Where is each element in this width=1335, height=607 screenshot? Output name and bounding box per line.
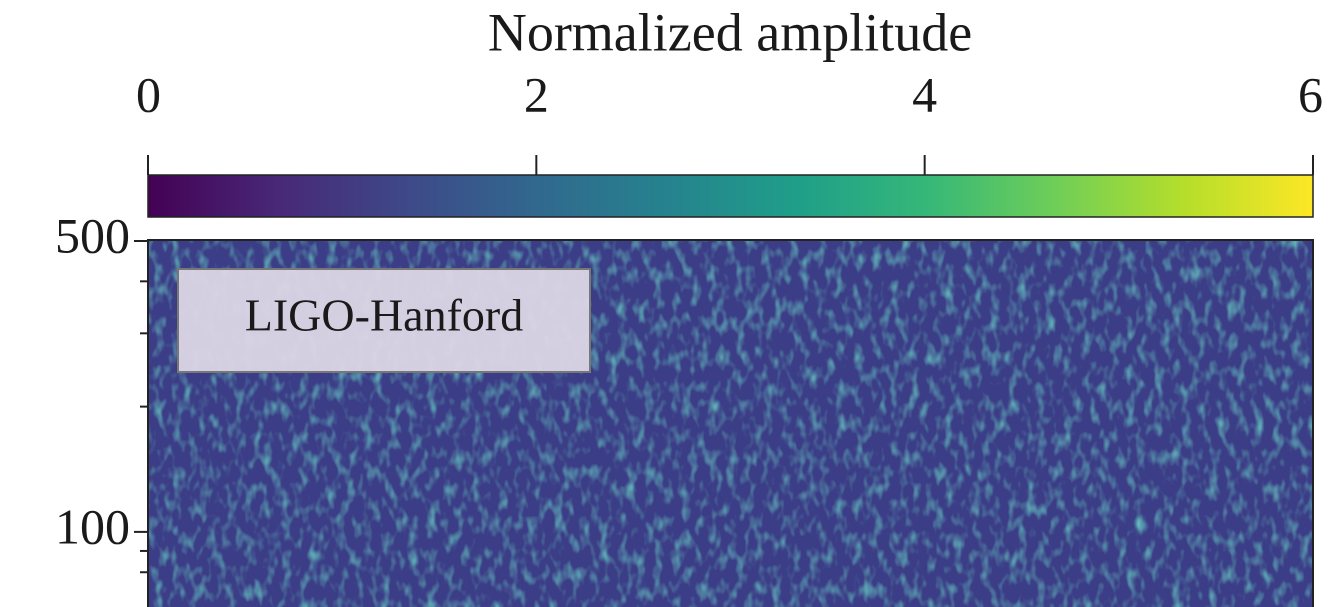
colorbar-tick-label: 0 xyxy=(136,66,161,122)
annotation-box xyxy=(177,268,591,373)
y-tick-label: 500 xyxy=(55,207,130,263)
annotation: LIGO-Hanford xyxy=(245,290,523,341)
y-tick-label: 100 xyxy=(55,498,130,554)
colorbar-tick-label: 4 xyxy=(912,66,937,122)
colorbar-title: Normalized amplitude xyxy=(488,2,972,62)
colorbar xyxy=(147,174,1314,218)
colorbar-tick-label: 2 xyxy=(524,66,549,122)
plot-frame xyxy=(147,239,1314,607)
colorbar-tick-label: 6 xyxy=(1298,66,1323,122)
